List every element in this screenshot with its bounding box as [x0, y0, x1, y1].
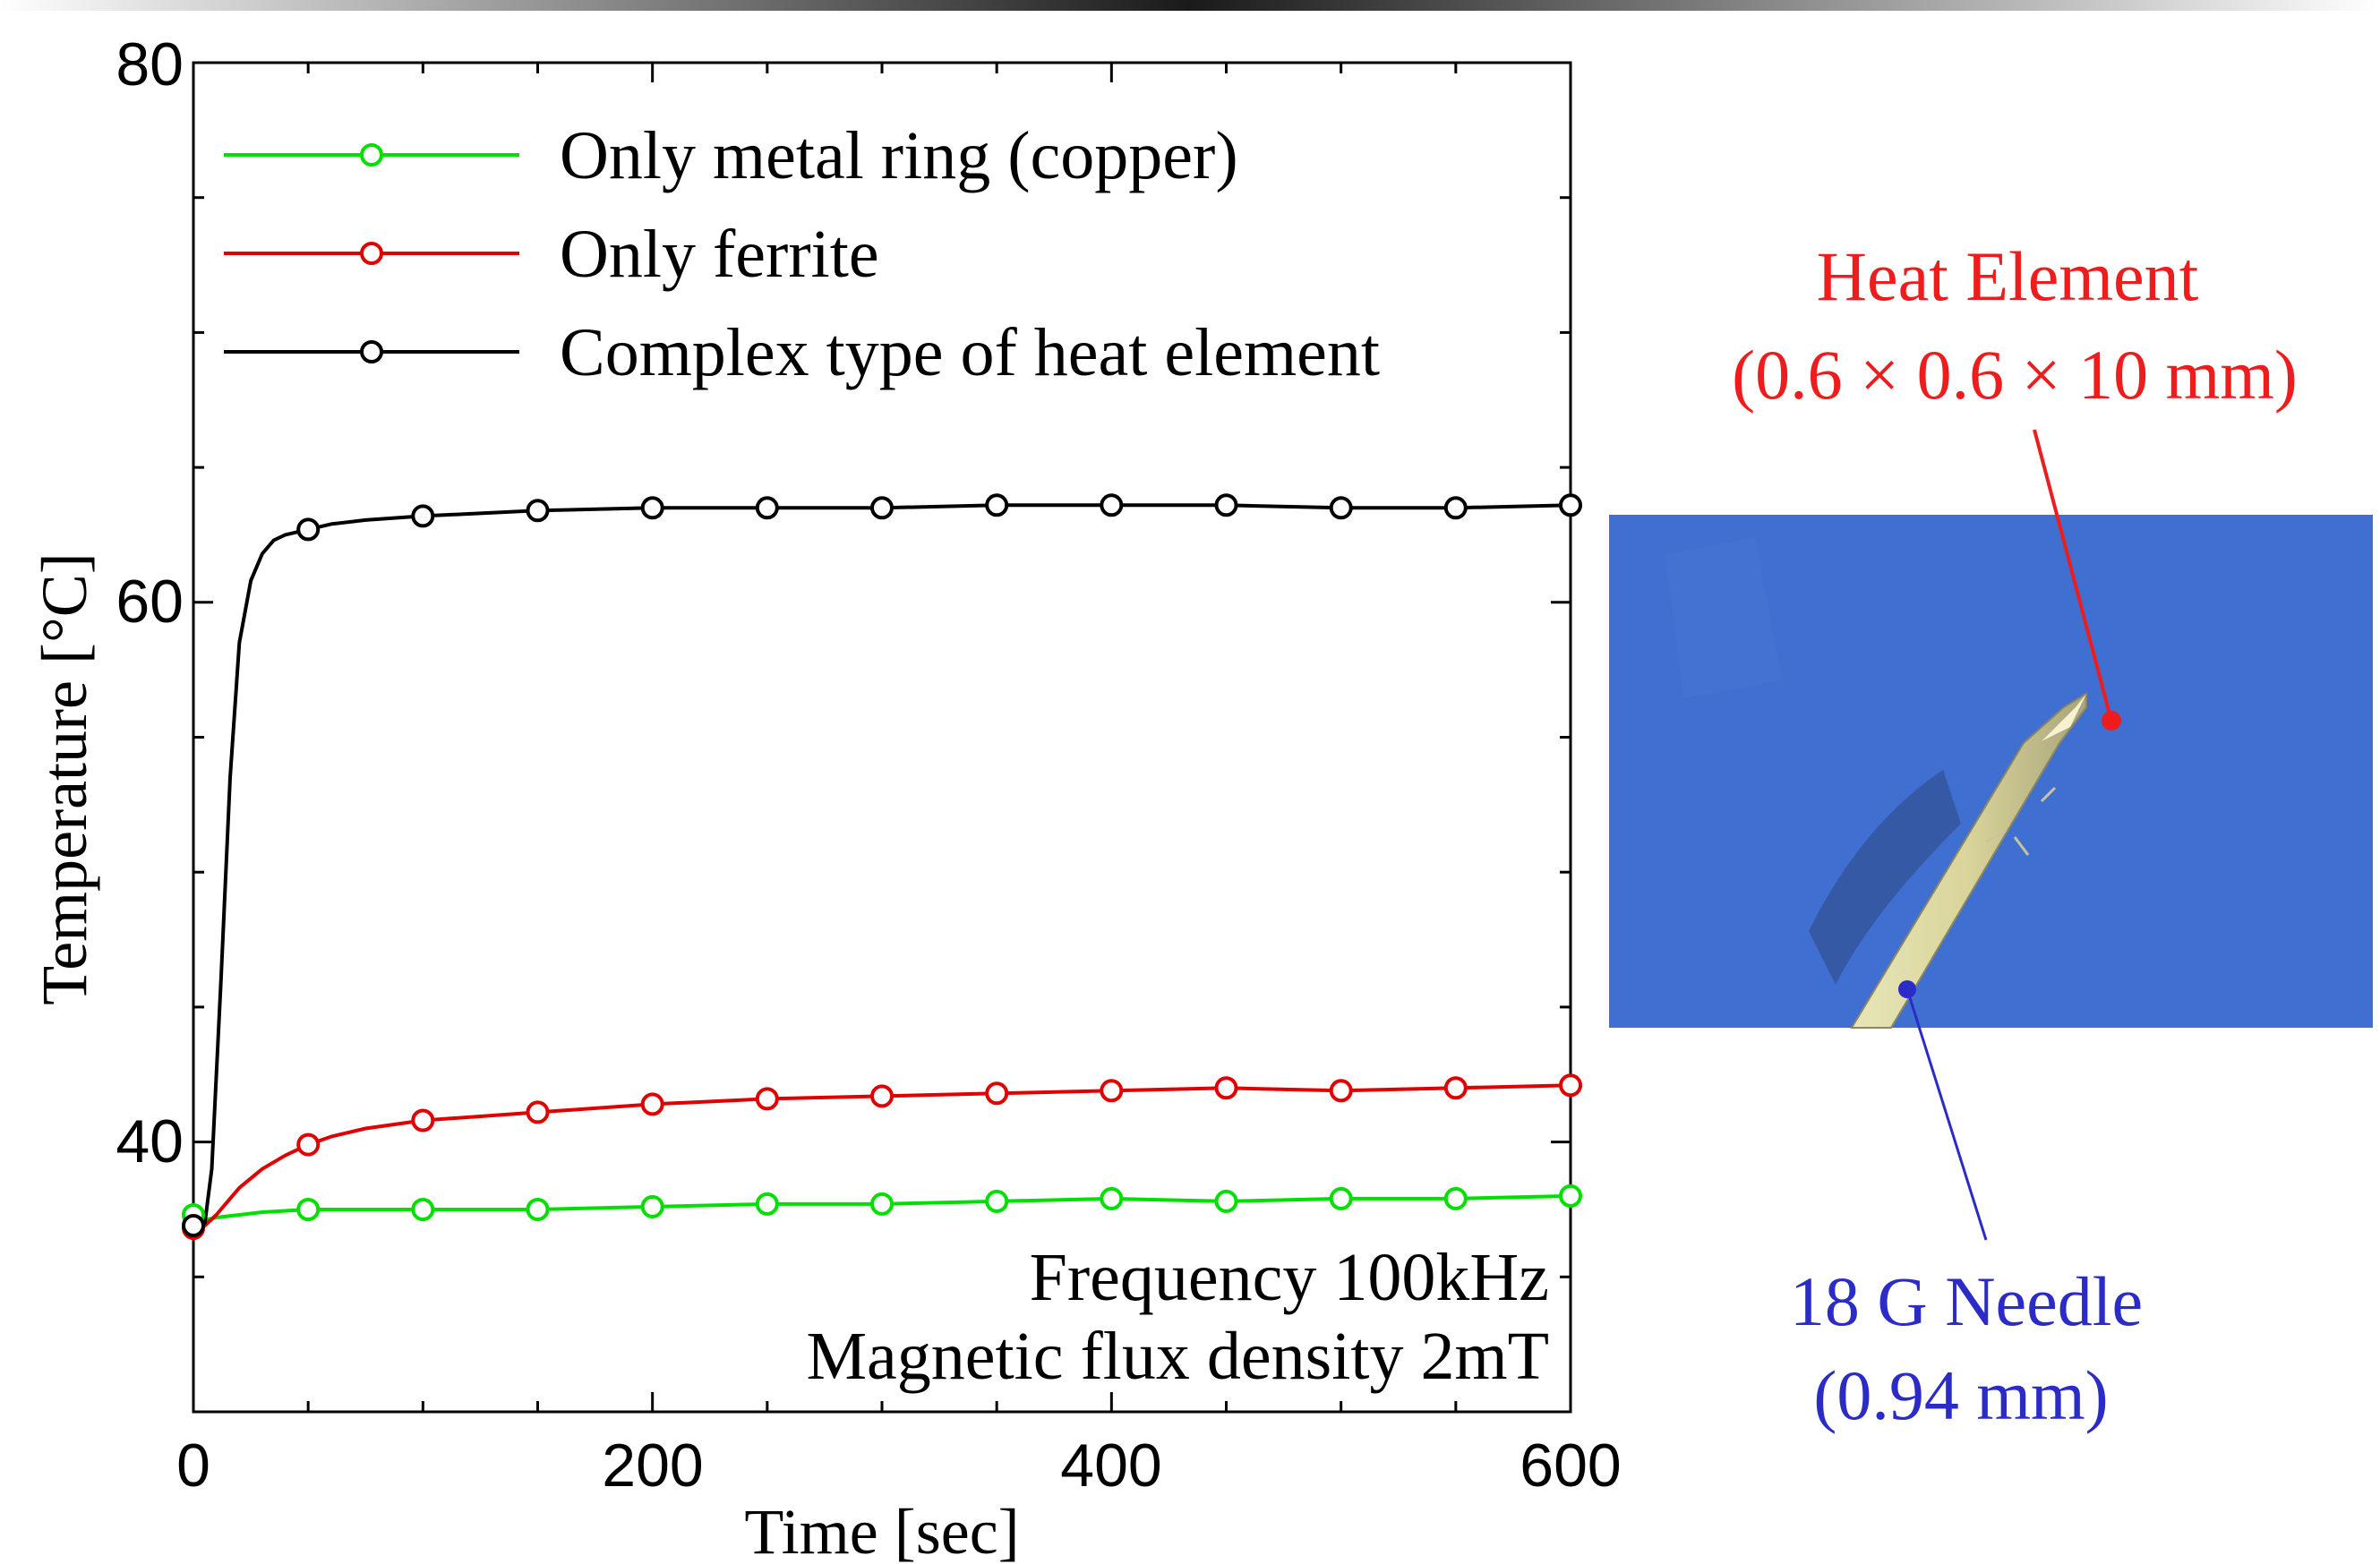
series-2-marker [1329, 496, 1353, 520]
series-0-marker [755, 1192, 779, 1216]
series-1-marker [985, 1081, 1009, 1106]
legend-label-copper: Only metal ring (copper) [560, 118, 1238, 193]
series-2-marker [640, 496, 664, 520]
y-tick-labels: 80 60 40 [116, 30, 184, 1175]
heat-element-label: Heat Element [1817, 237, 2199, 315]
series-1-marker [296, 1132, 321, 1157]
heat-element-callout: Heat Element (0.6 × 0.6 × 10 mm) [1732, 237, 2298, 731]
series-layer [193, 503, 1571, 1230]
x-tick-label-600: 600 [1520, 1432, 1621, 1500]
series-2-marker [1443, 496, 1468, 520]
heat-element-pointer [2033, 429, 2113, 722]
series-0-marker [640, 1194, 664, 1218]
heat-element-size: (0.6 × 0.6 × 10 mm) [1732, 336, 2298, 414]
series-0-marker [985, 1189, 1009, 1213]
needle-pointer-dot [1898, 980, 1916, 998]
series-0-marker [526, 1198, 550, 1221]
series-line-2 [193, 503, 1571, 1227]
series-1-marker [526, 1100, 550, 1124]
series-0-marker [1443, 1186, 1468, 1210]
x-tick-label-0: 0 [176, 1432, 210, 1500]
series-0-marker [1100, 1186, 1124, 1210]
needle-shadow [1809, 770, 1961, 985]
series-0-marker [411, 1198, 435, 1221]
series-1-marker [755, 1087, 779, 1111]
series-2-marker [1559, 493, 1582, 517]
x-tick-label-400: 400 [1060, 1432, 1161, 1500]
series-1-marker [1559, 1073, 1582, 1098]
y-tick-label-40: 40 [116, 1107, 184, 1175]
y-tick-label-60: 60 [116, 568, 184, 636]
photo-texture [1665, 537, 1782, 698]
annotation-flux-density: Magnetic flux density 2mT [806, 1319, 1549, 1394]
series-line-0 [193, 1193, 1571, 1222]
series-2-marker [411, 504, 435, 528]
series-0-marker [1329, 1186, 1353, 1210]
annotation-frequency: Frequency 100kHz [1030, 1240, 1549, 1315]
needle-pointer [1905, 988, 1988, 1241]
needle-photo [1609, 515, 2373, 1029]
series-2-marker [985, 493, 1009, 517]
marker-layer [182, 493, 1582, 1240]
series-0-marker [1559, 1184, 1582, 1208]
series-2-marker [870, 496, 894, 520]
series-0-marker [296, 1198, 321, 1221]
legend-label-complex: Complex type of heat element [560, 315, 1380, 390]
series-2-marker [526, 499, 550, 523]
series-line-1 [193, 1083, 1571, 1230]
series-2-marker [1214, 493, 1238, 517]
legend-marker-copper [360, 143, 383, 167]
x-axis-title: Time [sec] [744, 1496, 1019, 1564]
series-2-marker [296, 517, 321, 542]
top-decorative-bar [0, 0, 2380, 11]
legend-marker-complex [360, 340, 383, 363]
legend-marker-ferrite [360, 242, 383, 265]
axis-ticks [192, 61, 1572, 1414]
needle-callout: 18 G Needle (0.94 mm) [1790, 980, 2143, 1434]
series-0-marker [1214, 1189, 1238, 1213]
x-tick-label-200: 200 [602, 1432, 703, 1500]
series-0-marker [870, 1192, 894, 1216]
series-1-marker [411, 1108, 435, 1132]
needle-body [1850, 692, 2087, 1029]
y-axis-title: Temperature [°C] [29, 552, 100, 1005]
series-2-marker [755, 496, 779, 520]
heat-element-pointer-dot [2102, 711, 2121, 731]
needle-size: (0.94 mm) [1813, 1356, 2108, 1434]
series-1-marker [870, 1084, 894, 1108]
legend-label-ferrite: Only ferrite [560, 217, 879, 292]
series-1-marker [1100, 1079, 1124, 1103]
y-tick-label-80: 80 [116, 30, 184, 98]
needle-fibers [1985, 786, 2057, 856]
photo-background [1609, 515, 2373, 1028]
legend: Only metal ring (copper) Only ferrite Co… [224, 118, 1380, 390]
series-2-marker [1100, 493, 1124, 517]
series-1-marker [1443, 1076, 1468, 1100]
needle-label: 18 G Needle [1790, 1262, 2143, 1340]
series-1-marker [640, 1092, 664, 1116]
series-1-marker [1214, 1076, 1238, 1100]
x-tick-labels: 0 200 400 600 [176, 1432, 1622, 1500]
series-2-marker [182, 1214, 205, 1237]
series-1-marker [1329, 1079, 1353, 1103]
